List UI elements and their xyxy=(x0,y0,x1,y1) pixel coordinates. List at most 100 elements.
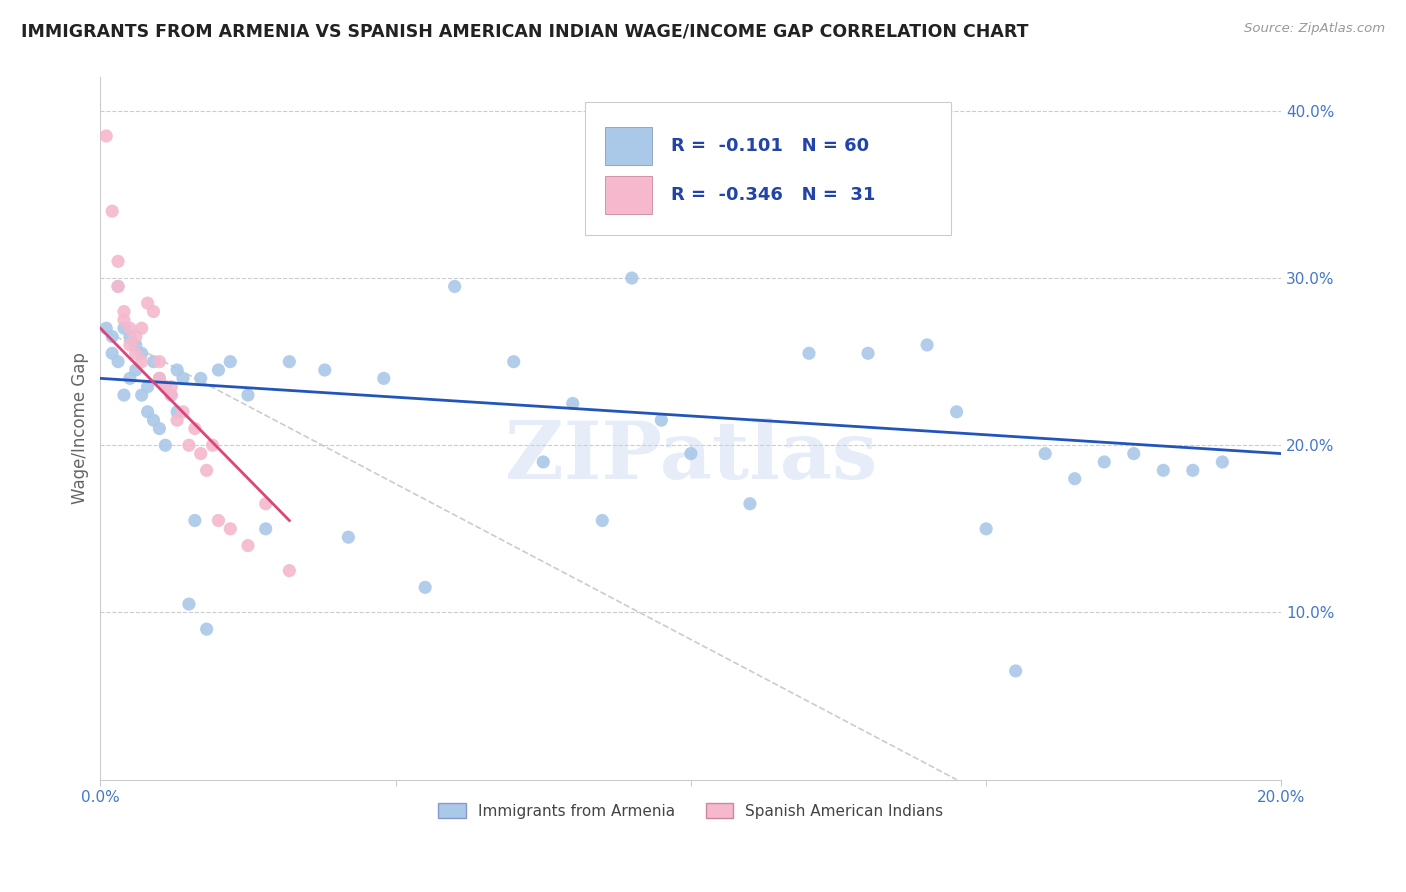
Point xyxy=(219,522,242,536)
Point xyxy=(118,371,141,385)
FancyBboxPatch shape xyxy=(605,176,652,214)
FancyBboxPatch shape xyxy=(585,102,950,235)
Point xyxy=(207,513,229,527)
Point xyxy=(1063,472,1085,486)
Point xyxy=(155,438,177,452)
Point xyxy=(125,346,148,360)
Point xyxy=(107,354,129,368)
Point xyxy=(1181,463,1204,477)
Point xyxy=(131,388,153,402)
Point xyxy=(96,321,118,335)
Point xyxy=(195,463,218,477)
Point xyxy=(184,421,207,435)
Point xyxy=(107,279,129,293)
Point xyxy=(136,380,159,394)
Point xyxy=(1004,664,1026,678)
Point xyxy=(155,380,177,394)
Point xyxy=(337,530,360,544)
Point xyxy=(101,346,124,360)
Point xyxy=(177,438,200,452)
Text: R =  -0.346   N =  31: R = -0.346 N = 31 xyxy=(671,186,875,204)
Point xyxy=(118,321,141,335)
Point xyxy=(118,329,141,343)
Point xyxy=(650,413,672,427)
Point xyxy=(254,497,277,511)
Point xyxy=(118,338,141,352)
FancyBboxPatch shape xyxy=(605,127,652,165)
Point xyxy=(148,354,170,368)
Point xyxy=(172,371,194,385)
Point xyxy=(131,321,153,335)
Point xyxy=(160,388,183,402)
Legend: Immigrants from Armenia, Spanish American Indians: Immigrants from Armenia, Spanish America… xyxy=(432,797,949,824)
Point xyxy=(107,254,129,268)
Point xyxy=(561,396,583,410)
Point xyxy=(142,354,165,368)
Point xyxy=(148,371,170,385)
Text: ZIPatlas: ZIPatlas xyxy=(505,417,877,496)
Point xyxy=(112,304,135,318)
Point xyxy=(131,354,153,368)
Point xyxy=(254,522,277,536)
Point xyxy=(278,354,301,368)
Point xyxy=(1152,463,1174,477)
Point xyxy=(413,580,436,594)
Point xyxy=(219,354,242,368)
Point xyxy=(101,204,124,219)
Point xyxy=(107,279,129,293)
Point xyxy=(125,363,148,377)
Text: IMMIGRANTS FROM ARMENIA VS SPANISH AMERICAN INDIAN WAGE/INCOME GAP CORRELATION C: IMMIGRANTS FROM ARMENIA VS SPANISH AMERI… xyxy=(21,22,1029,40)
Point xyxy=(101,329,124,343)
Point xyxy=(112,313,135,327)
Y-axis label: Wage/Income Gap: Wage/Income Gap xyxy=(72,352,89,505)
Point xyxy=(1211,455,1233,469)
Point xyxy=(96,128,118,143)
Point xyxy=(148,371,170,385)
Point xyxy=(945,405,967,419)
Point xyxy=(856,346,879,360)
Text: R =  -0.101   N = 60: R = -0.101 N = 60 xyxy=(671,136,869,155)
Point xyxy=(314,363,336,377)
Point xyxy=(131,346,153,360)
Point xyxy=(155,380,177,394)
Point xyxy=(373,371,395,385)
Point xyxy=(236,388,259,402)
Point xyxy=(160,388,183,402)
Point xyxy=(160,380,183,394)
Point xyxy=(915,338,938,352)
Point xyxy=(201,438,224,452)
Point xyxy=(278,564,301,578)
Point xyxy=(679,447,702,461)
Point xyxy=(172,405,194,419)
Point xyxy=(502,354,524,368)
Point xyxy=(974,522,997,536)
Point xyxy=(184,513,207,527)
Point xyxy=(112,388,135,402)
Point xyxy=(591,513,613,527)
Point xyxy=(443,279,465,293)
Point xyxy=(620,271,643,285)
Point xyxy=(190,447,212,461)
Point xyxy=(1033,447,1056,461)
Point xyxy=(195,622,218,636)
Point xyxy=(125,329,148,343)
Point xyxy=(797,346,820,360)
Point xyxy=(190,371,212,385)
Point xyxy=(112,321,135,335)
Point xyxy=(166,405,188,419)
Point xyxy=(1092,455,1115,469)
Point xyxy=(1122,447,1144,461)
Point xyxy=(142,413,165,427)
Point xyxy=(125,338,148,352)
Point xyxy=(207,363,229,377)
Point xyxy=(148,421,170,435)
Point xyxy=(136,296,159,310)
Point xyxy=(136,405,159,419)
Point xyxy=(236,539,259,553)
Point xyxy=(166,413,188,427)
Point xyxy=(142,304,165,318)
Point xyxy=(177,597,200,611)
Point xyxy=(738,497,761,511)
Point xyxy=(531,455,554,469)
Text: Source: ZipAtlas.com: Source: ZipAtlas.com xyxy=(1244,22,1385,36)
